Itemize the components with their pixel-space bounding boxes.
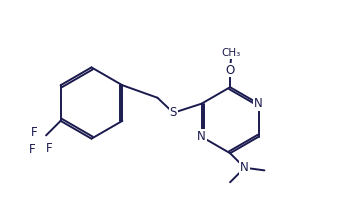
Text: F: F: [31, 126, 37, 139]
Text: N: N: [254, 97, 263, 110]
Text: S: S: [170, 106, 177, 119]
Text: N: N: [240, 161, 249, 174]
Text: F: F: [45, 141, 52, 155]
Text: CH₃: CH₃: [222, 48, 241, 58]
Text: F: F: [29, 143, 36, 156]
Text: N: N: [197, 130, 206, 143]
Text: O: O: [225, 64, 235, 77]
